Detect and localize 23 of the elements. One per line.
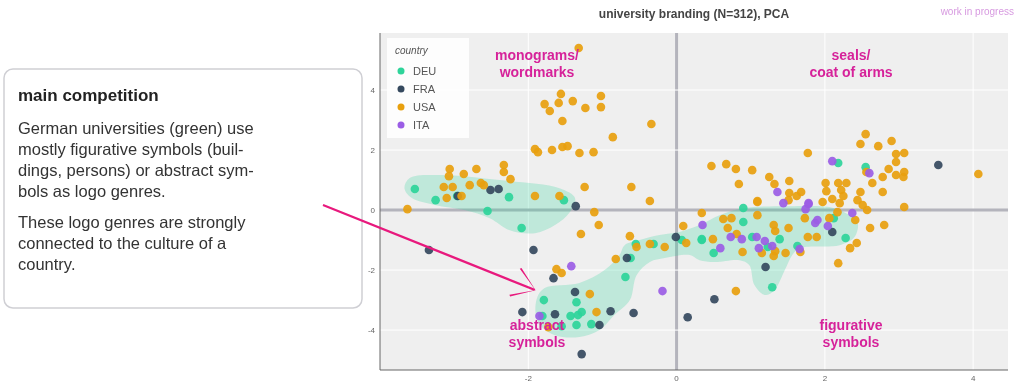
chart-title: university branding (N=312), PCA [598,7,790,21]
text: work in progress [939,6,1014,17]
legend-label: FRA [413,83,436,95]
legend-label: DEU [413,65,437,77]
x-tick-label: -2 [524,374,533,383]
y-tick-label: 4 [370,86,376,96]
annotation: figurative symbols [819,316,883,350]
annotation: seals/ coat of arms [809,46,893,80]
legend-label: ITA [413,119,430,131]
x-tick-label: 4 [970,374,976,383]
text: main competition [18,86,159,105]
annotation: abstract symbols [508,316,566,350]
annotation: monograms/ wordmarks [494,46,580,80]
y-tick-label: -4 [367,326,376,336]
y-tick-label: 2 [370,146,376,156]
y-tick-label: 0 [370,206,376,216]
text: These logo genres are strongly connected to the culture of a country. [18,213,247,273]
legend-title: country [395,45,429,56]
text: German universities (green) use mostly figurative symbols (buil- dings, persons) or abstract sym- bols as logo genres. [18,119,254,200]
y-tick-label: -2 [367,266,376,276]
x-tick-label: 2 [822,374,828,383]
legend-label: USA [413,101,437,113]
x-tick-label: 0 [674,374,680,383]
